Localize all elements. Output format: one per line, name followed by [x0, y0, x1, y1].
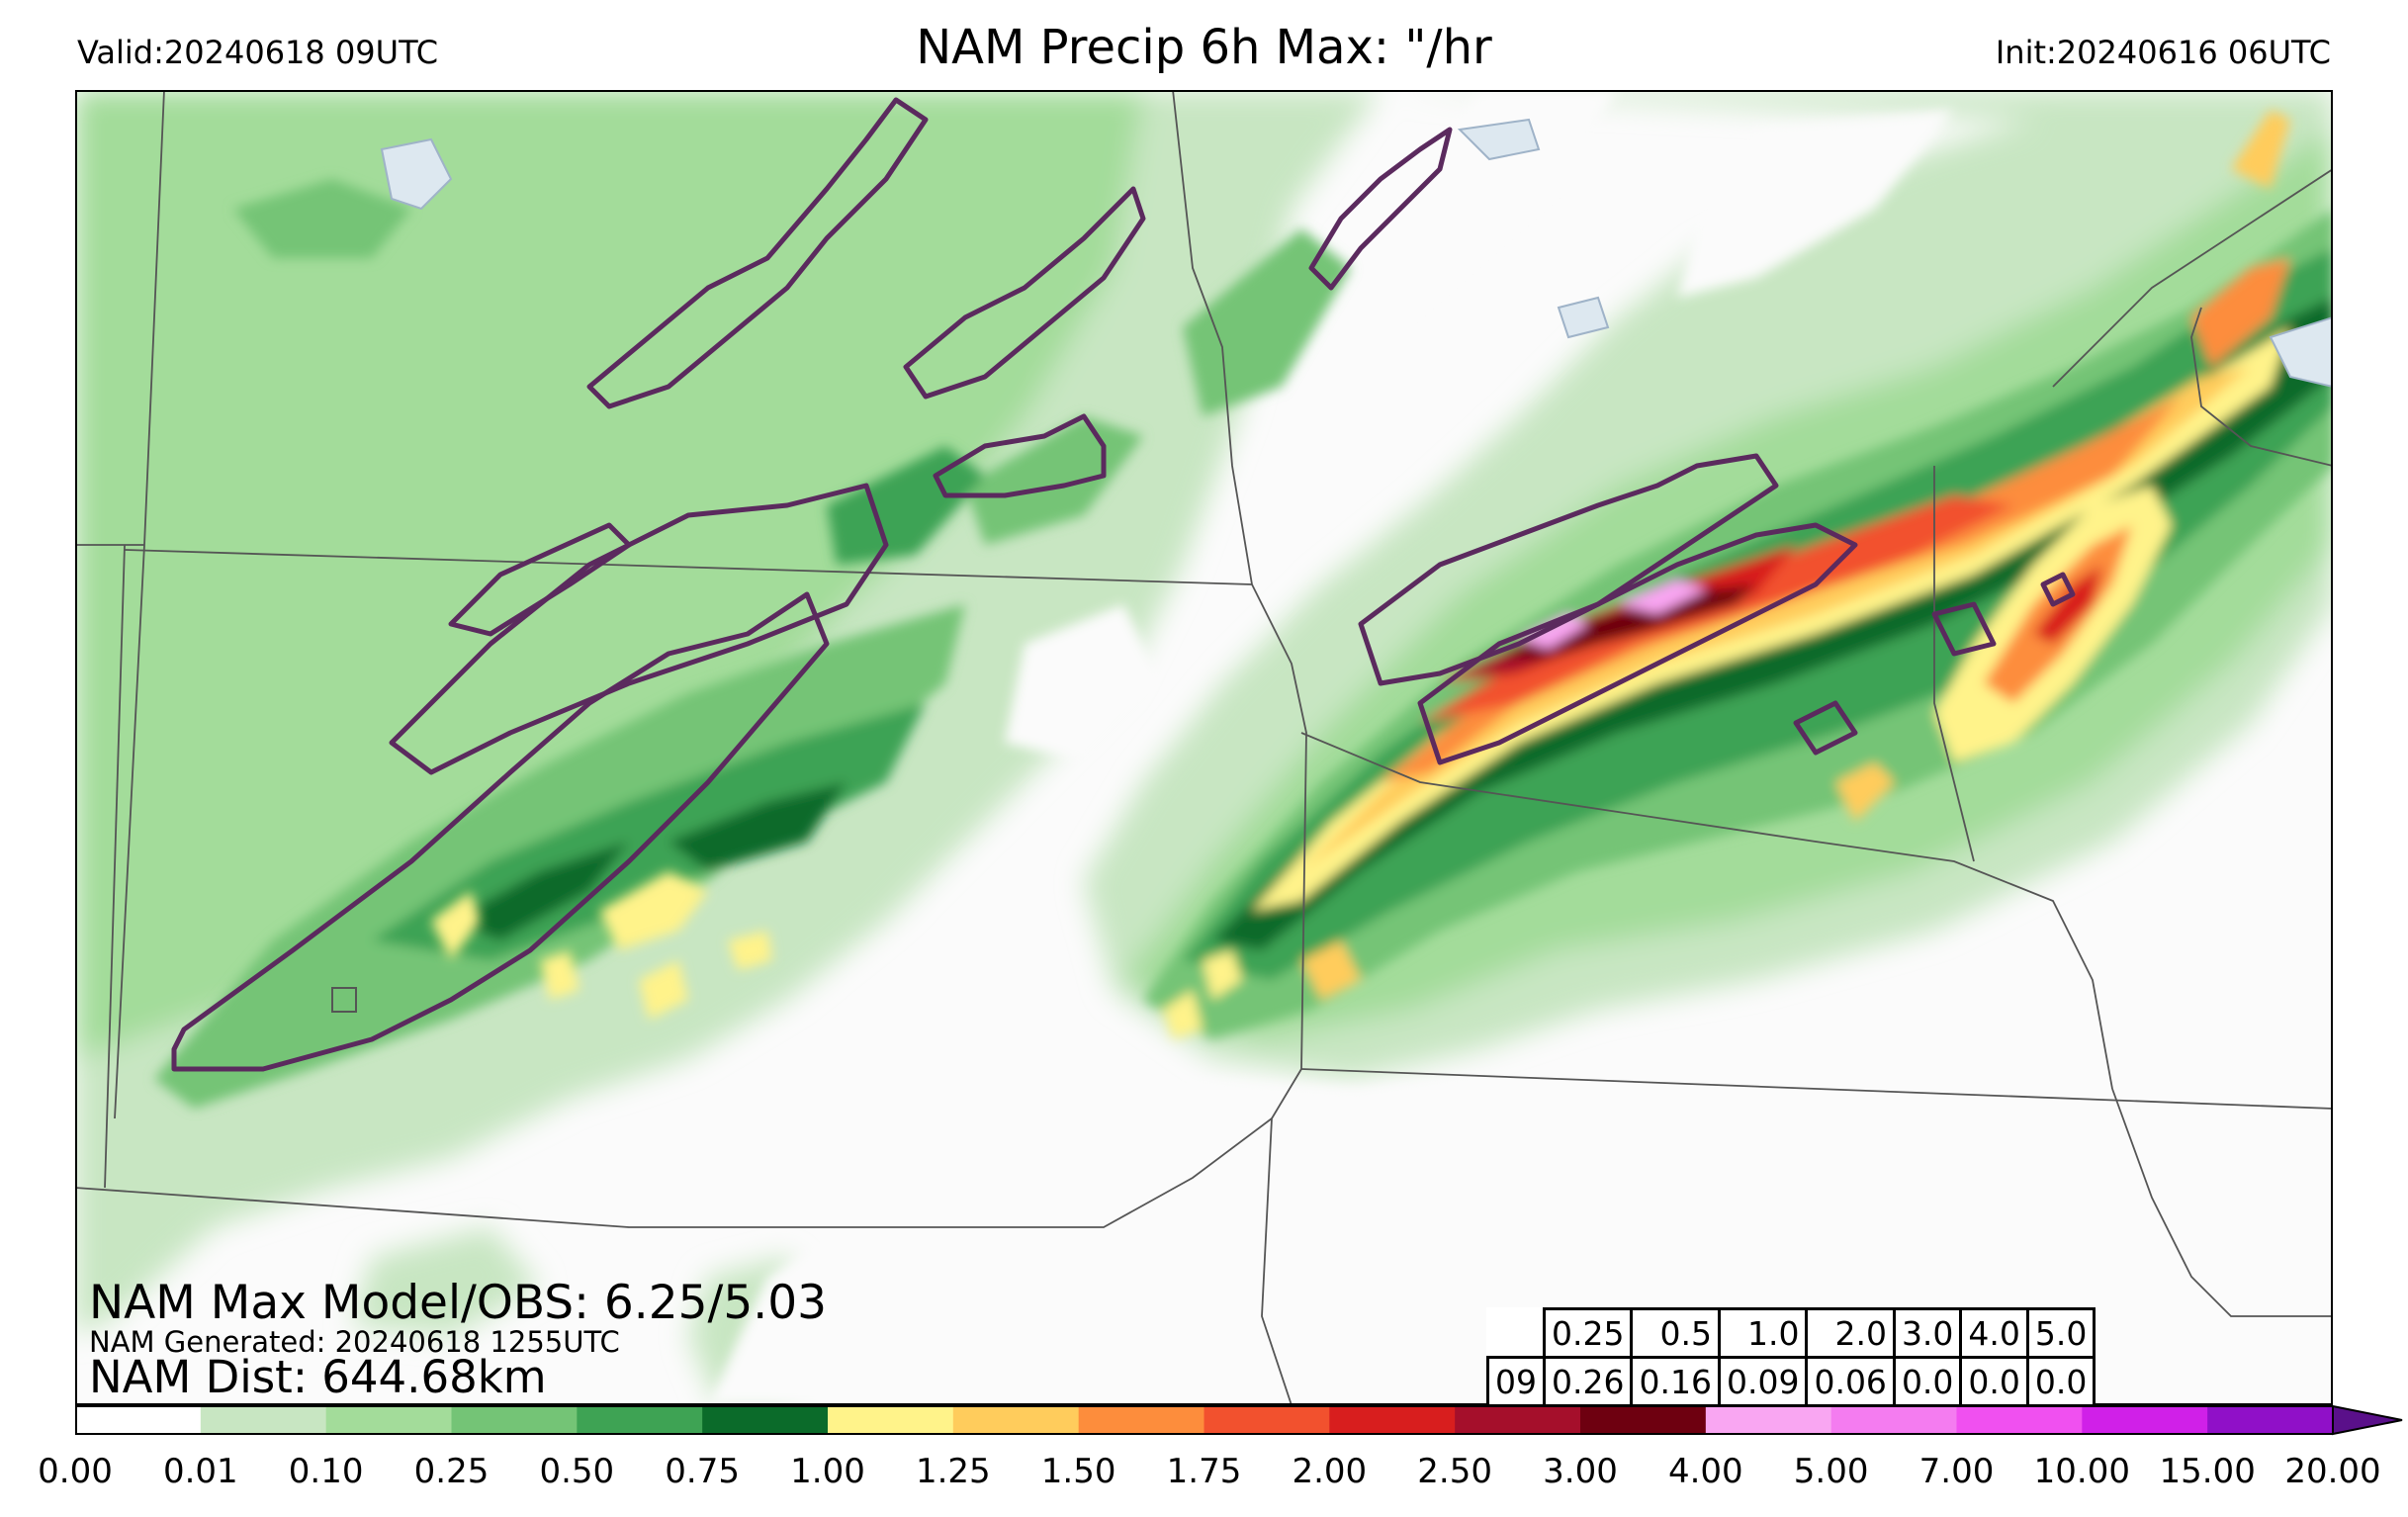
colorbar-tick-label: 1.25: [915, 1452, 991, 1491]
colorbar: [75, 1404, 2403, 1436]
value-cell: 0.06: [1805, 1356, 1896, 1407]
colorbar-tick-label: 0.10: [288, 1452, 364, 1491]
colorbar-tick-label: 4.00: [1667, 1452, 1743, 1491]
value-cell: 0.0: [1959, 1356, 2029, 1407]
colorbar-tick-label: 0.00: [38, 1452, 113, 1491]
map-title: NAM Precip 6h Max: "/hr: [916, 20, 1492, 75]
lakes: [380, 118, 2333, 389]
value-row: 09 0.26 0.16 0.09 0.06 0.0 0.0 0.0: [1486, 1356, 2096, 1407]
max-model-obs-label: NAM Max Model/OBS: 6.25/5.03: [89, 1276, 828, 1330]
colorbar-segment: [1329, 1406, 1456, 1434]
threshold-cell: 0.25: [1542, 1307, 1634, 1359]
colorbar-segment: [828, 1406, 954, 1434]
colorbar-segment: [1956, 1406, 2083, 1434]
colorbar-segment: [577, 1406, 703, 1434]
threshold-cell: 5.0: [2025, 1307, 2096, 1359]
colorbar-tick-label: 2.00: [1292, 1452, 1368, 1491]
threshold-row: 0.25 0.5 1.0 2.0 3.0 4.0 5.0: [1488, 1307, 2096, 1359]
valid-time-label: Valid:20240618 09UTC: [77, 34, 439, 71]
value-cell: 0.0: [1892, 1356, 1963, 1407]
colorbar-segment: [75, 1406, 202, 1434]
observed-contours: [171, 97, 2076, 1072]
colorbar-segment: [200, 1406, 327, 1434]
colorbar-tick-label: 0.75: [665, 1452, 741, 1491]
threshold-cell: 0.5: [1630, 1307, 1721, 1359]
value-cell: 0.0: [2025, 1356, 2096, 1407]
value-cell: 0.26: [1542, 1356, 1634, 1407]
colorbar-segment: [1078, 1406, 1204, 1434]
colorbar-tick-label: 5.00: [1793, 1452, 1869, 1491]
colorbar-tick-label: 1.50: [1040, 1452, 1116, 1491]
colorbar-tick-label: 7.00: [1918, 1452, 1995, 1491]
colorbar-tick-label: 0.01: [162, 1452, 238, 1491]
value-cell: 0.09: [1717, 1356, 1809, 1407]
colorbar-tick-label: 3.00: [1543, 1452, 1618, 1491]
colorbar-segment: [451, 1406, 578, 1434]
colorbar-segment: [1705, 1406, 1832, 1434]
colorbar-ticks: 0.00 0.01 0.10 0.25 0.50 0.75 1.00 1.25 1.50 1.75…: [0, 1452, 2408, 1501]
hour-cell: 09: [1486, 1356, 1546, 1407]
colorbar-tick-label: 1.75: [1166, 1452, 1242, 1491]
value-cell: 0.16: [1630, 1356, 1721, 1407]
colorbar-segment: [1830, 1406, 1957, 1434]
colorbar-segment: [1204, 1406, 1330, 1434]
generated-label: NAM Generated: 20240618 1255UTC: [89, 1325, 620, 1359]
precip-map: [75, 90, 2333, 1405]
threshold-cell: 3.0: [1892, 1307, 1963, 1359]
map-frame-border: [75, 90, 2333, 1405]
threshold-cell: 1.0: [1717, 1307, 1809, 1359]
dry-areas: [708, 90, 2333, 1405]
colorbar-segment: [325, 1406, 452, 1434]
colorbar-extend-arrow: [2332, 1404, 2403, 1436]
distance-label: NAM Dist: 644.68km: [89, 1351, 547, 1403]
table-corner: [1488, 1309, 1545, 1358]
colorbar-tick-label: 2.50: [1417, 1452, 1493, 1491]
station-marker: [331, 987, 357, 1013]
state-borders: [75, 90, 2333, 1405]
colorbar-tick-label: 10.00: [2033, 1452, 2130, 1491]
colorbar-segment: [2207, 1406, 2334, 1434]
colorbar-tick-label: 1.00: [790, 1452, 865, 1491]
colorbar-segment: [1580, 1406, 1707, 1434]
colorbar-segment: [952, 1406, 1080, 1434]
colorbar-tick-label: 0.50: [539, 1452, 615, 1491]
threshold-cell: 4.0: [1959, 1307, 2029, 1359]
threshold-stats-table: 0.25 0.5 1.0 2.0 3.0 4.0 5.0 09 0.26 0.1…: [1486, 1307, 2096, 1407]
colorbar-tick-label: 20.00: [2284, 1452, 2381, 1491]
colorbar-tick-label: 15.00: [2159, 1452, 2256, 1491]
colorbar-tick-label: 0.25: [413, 1452, 490, 1491]
colorbar-segment: [1455, 1406, 1581, 1434]
precip-yellow-west: [431, 871, 772, 1020]
colorbar-segment: [702, 1406, 829, 1434]
colorbar-segment: [2082, 1406, 2208, 1434]
init-time-label: Init:20240616 06UTC: [1995, 34, 2331, 71]
threshold-cell: 2.0: [1805, 1307, 1896, 1359]
colorbar-frame: [75, 1405, 2333, 1435]
